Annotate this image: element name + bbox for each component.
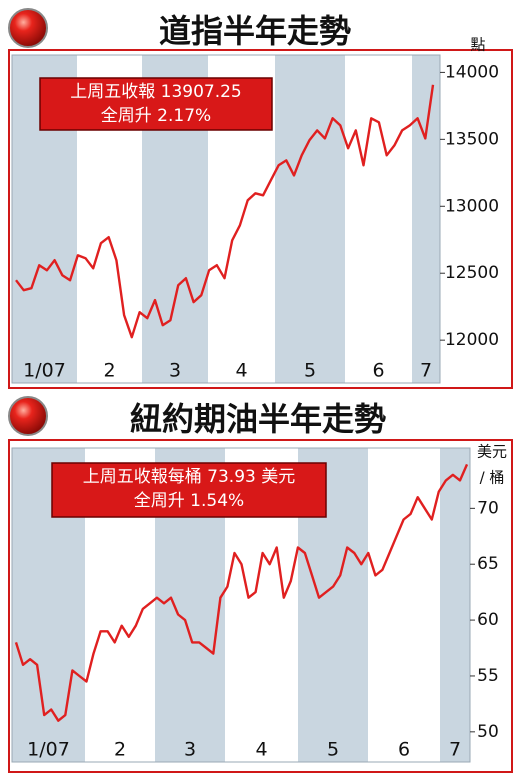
annotation-box (39, 77, 273, 131)
x-tick-label: 7 (420, 360, 432, 382)
chart-title: 紐約期油半年走勢 (130, 400, 386, 438)
y-unit: 美元 (477, 443, 507, 461)
x-tick-label: 2 (103, 360, 115, 382)
y-tick-label: 13500 (445, 129, 499, 149)
x-tick-label: 6 (372, 360, 384, 382)
icon-ball (8, 8, 48, 48)
annotation: 上周五收報 13907.25 (70, 82, 242, 102)
annotation: 全周升 1.54% (134, 491, 244, 511)
plot-border (11, 54, 441, 384)
frame (8, 439, 513, 773)
x-tick-label: 4 (235, 360, 247, 382)
y-tick-label: 12000 (445, 330, 499, 350)
x-tick-label: 5 (304, 360, 316, 382)
y-tick-label: 55 (477, 666, 499, 686)
annotation-box (51, 462, 327, 518)
data-line (14, 463, 469, 722)
annotation: 上周五收報每桶 73.93 美元 (83, 467, 295, 487)
x-tick-label: 1/07 (23, 360, 66, 382)
x-tick-label: 6 (398, 739, 410, 761)
y-tick-label: 50 (477, 722, 499, 742)
y-tick-label: 65 (477, 554, 499, 574)
month-band (440, 448, 470, 762)
x-tick-label: 3 (184, 739, 196, 761)
annotation: 全周升 2.17% (101, 106, 211, 126)
x-tick-label: 3 (169, 360, 181, 382)
chart-title: 道指半年走勢 (159, 12, 351, 50)
x-tick-label: 1/07 (27, 739, 70, 761)
y-tick-label: 70 (477, 498, 499, 518)
y-tick-label: 60 (477, 610, 499, 630)
y-unit: 點 (470, 36, 485, 54)
y-unit: / 桶 (480, 469, 505, 487)
data-line (15, 84, 435, 339)
icon-ball (8, 396, 48, 436)
x-tick-label: 7 (449, 739, 461, 761)
x-tick-label: 5 (327, 739, 339, 761)
x-tick-label: 4 (255, 739, 267, 761)
y-tick-label: 12500 (445, 263, 499, 283)
plot-border (11, 447, 471, 763)
month-band (412, 55, 440, 383)
y-tick-label: 13000 (445, 196, 499, 216)
frame (8, 49, 513, 389)
month-band (275, 55, 345, 383)
x-tick-label: 2 (114, 739, 126, 761)
y-tick-label: 14000 (445, 62, 499, 82)
